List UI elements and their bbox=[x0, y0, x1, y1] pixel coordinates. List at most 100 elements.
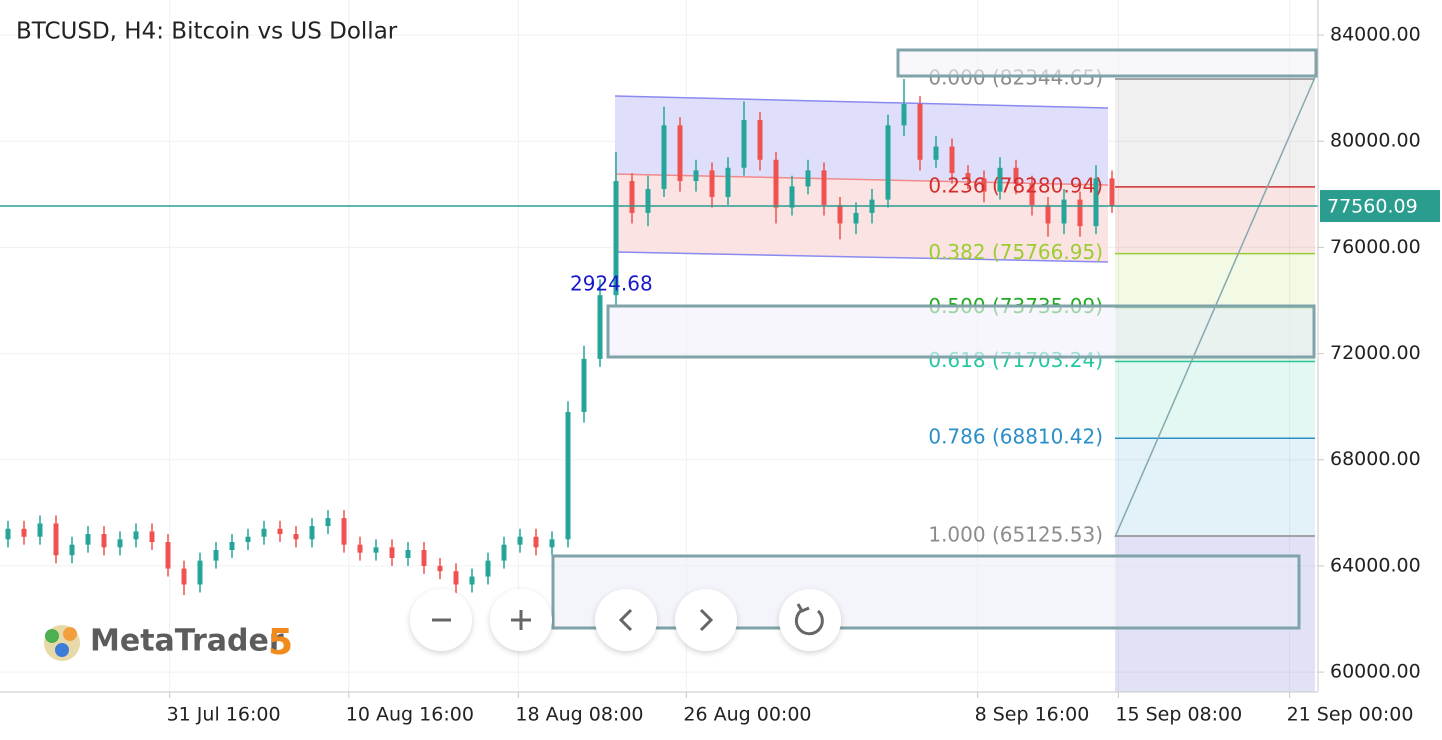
candle-body bbox=[1029, 183, 1035, 205]
candle-body bbox=[373, 547, 379, 553]
y-tick-label: 68000.00 bbox=[1330, 448, 1421, 470]
candle-body bbox=[293, 534, 299, 540]
candle-body bbox=[853, 212, 859, 224]
button-bg[interactable] bbox=[779, 589, 841, 651]
candle-body bbox=[565, 411, 571, 540]
y-tick-label: 80000.00 bbox=[1330, 130, 1421, 152]
candle-body bbox=[405, 549, 411, 558]
candle-body bbox=[1045, 204, 1051, 224]
last-price: 77560.09 bbox=[0, 189, 1440, 222]
candle-body bbox=[245, 536, 251, 543]
candle-body bbox=[389, 547, 395, 558]
candle-body bbox=[821, 170, 827, 205]
scroll-right-button[interactable] bbox=[675, 589, 737, 651]
trend-line bbox=[1114, 74, 1317, 538]
candle-body bbox=[181, 568, 187, 585]
y-tick-label: 60000.00 bbox=[1330, 661, 1421, 683]
x-tick-label: 18 Aug 08:00 bbox=[515, 704, 643, 726]
x-tick-label: 26 Aug 00:00 bbox=[683, 704, 811, 726]
candle-body bbox=[933, 146, 939, 160]
logo-icon-part bbox=[45, 629, 59, 643]
reset-icon bbox=[794, 608, 824, 636]
zoom-in-button[interactable] bbox=[490, 589, 552, 651]
fib-label: 0.236 (78280.94) bbox=[928, 173, 1103, 197]
candle-body bbox=[1061, 199, 1067, 224]
candle-body bbox=[1093, 178, 1099, 227]
reset-icon bbox=[796, 603, 810, 613]
candle-body bbox=[949, 146, 955, 174]
x-tick-label: 10 Aug 16:00 bbox=[346, 704, 474, 726]
candles bbox=[5, 78, 1115, 596]
candle-body bbox=[725, 167, 731, 197]
candle-body bbox=[917, 104, 923, 160]
candle-body bbox=[629, 181, 635, 213]
fib-zone bbox=[1115, 361, 1315, 439]
candle-body bbox=[197, 560, 203, 585]
candle-body bbox=[741, 119, 747, 168]
candle-body bbox=[549, 539, 555, 548]
candle-body bbox=[69, 544, 75, 556]
y-tick-label: 64000.00 bbox=[1330, 554, 1421, 576]
candle-body bbox=[133, 531, 139, 540]
candle-body bbox=[757, 119, 763, 160]
y-tick-label: 76000.00 bbox=[1330, 236, 1421, 258]
fib-zone bbox=[1115, 78, 1315, 187]
box bbox=[551, 554, 1301, 630]
candle-body bbox=[693, 170, 699, 182]
candle-body bbox=[453, 571, 459, 585]
box bbox=[606, 304, 1316, 359]
logo-version: 5 bbox=[268, 622, 293, 663]
last-price-label: 77560.09 bbox=[1327, 195, 1418, 217]
channel-top bbox=[614, 95, 1109, 109]
candle-body bbox=[117, 539, 123, 548]
candle-body bbox=[5, 528, 11, 540]
candle-body bbox=[229, 542, 235, 550]
channel-upper bbox=[615, 96, 1108, 185]
candle-body bbox=[309, 526, 315, 540]
chart-title: BTCUSD, H4: Bitcoin vs US Dollar bbox=[16, 19, 398, 45]
candle-body bbox=[421, 549, 427, 566]
candle-body bbox=[485, 560, 491, 577]
candle-body bbox=[613, 181, 619, 296]
candle-body bbox=[213, 549, 219, 561]
candle-body bbox=[1109, 178, 1115, 206]
scroll-left-button[interactable] bbox=[595, 589, 657, 651]
button-bg[interactable] bbox=[675, 589, 737, 651]
candle-body bbox=[37, 523, 43, 537]
candle-body bbox=[101, 534, 107, 548]
x-tick-label: 31 Jul 16:00 bbox=[167, 704, 281, 726]
y-tick-label: 72000.00 bbox=[1330, 342, 1421, 364]
annotation: 2924.68 bbox=[570, 272, 653, 296]
zoom-out-button[interactable] bbox=[410, 589, 472, 651]
fib-label: 1.000 (65125.53) bbox=[928, 523, 1103, 547]
candle-body bbox=[1077, 199, 1083, 227]
candle-body bbox=[1013, 167, 1019, 184]
candle-body bbox=[517, 536, 523, 545]
logo: MetaTrader 5 bbox=[44, 622, 293, 663]
candle-body bbox=[165, 542, 171, 569]
left-icon bbox=[618, 608, 633, 632]
axes: 60000.00 64000.00 68000.00 72000.00 76000.00… bbox=[0, 0, 1421, 726]
fib-zone bbox=[1115, 253, 1315, 308]
fib-label: 0.382 (75766.95) bbox=[928, 240, 1103, 264]
candle-body bbox=[981, 178, 987, 192]
candle-body bbox=[677, 125, 683, 182]
candle-body bbox=[85, 534, 91, 545]
x-tick-label: 21 Sep 00:00 bbox=[1287, 704, 1414, 726]
candle-body bbox=[645, 188, 651, 213]
candle-body bbox=[277, 528, 283, 535]
candle-body bbox=[325, 518, 331, 527]
candle-body bbox=[149, 531, 155, 543]
candle-body bbox=[341, 518, 347, 545]
button-bg[interactable] bbox=[595, 589, 657, 651]
fib-zone bbox=[1115, 438, 1315, 537]
logo-icon-part bbox=[55, 643, 69, 657]
candle-body bbox=[581, 358, 587, 412]
candle-body bbox=[789, 186, 795, 208]
x-tick-label: 8 Sep 16:00 bbox=[975, 704, 1090, 726]
reset-button[interactable] bbox=[779, 589, 841, 651]
candle-body bbox=[901, 104, 907, 126]
